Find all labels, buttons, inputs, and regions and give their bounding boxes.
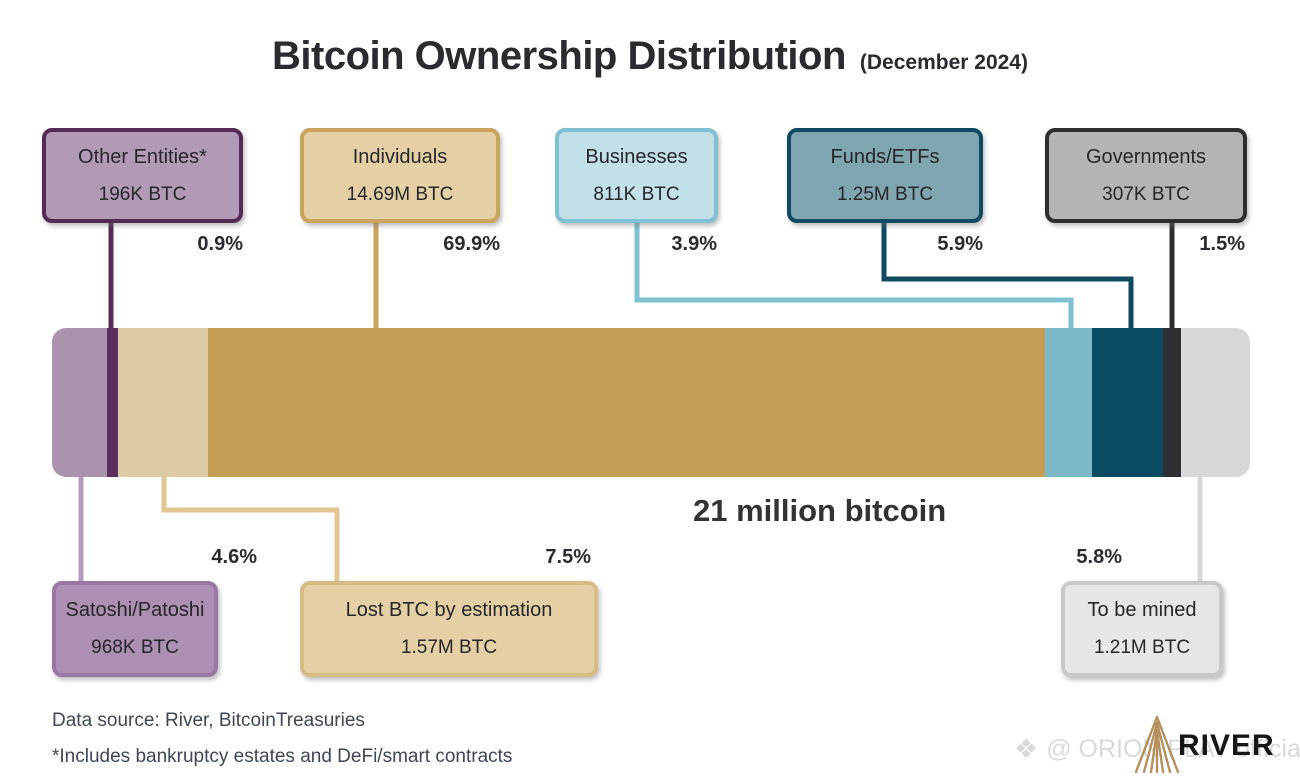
percent-individuals: 69.9%	[443, 233, 500, 255]
callout-to-be-mined: To be mined 1.21M BTC	[1061, 581, 1223, 677]
ownership-stacked-bar	[52, 328, 1250, 477]
chart-title: Bitcoin Ownership Distribution	[272, 34, 846, 78]
river-peak-icon	[1128, 714, 1186, 774]
callout-satoshi-patoshi-amount: 968K BTC	[91, 637, 179, 658]
bar-segment-to-be-mined	[1180, 328, 1250, 477]
chart-title-row: Bitcoin Ownership Distribution (December …	[0, 34, 1300, 79]
callout-funds-etfs: Funds/ETFs 1.25M BTC	[787, 128, 983, 223]
callout-lost-btc-amount: 1.57M BTC	[400, 637, 498, 658]
bar-segment-lost-btc-by-estimation	[117, 328, 208, 477]
footer-notes: Data source: River, BitcoinTreasuries *I…	[52, 703, 512, 775]
callout-satoshi-patoshi: Satoshi/Patoshi 968K BTC	[52, 581, 218, 677]
callout-individuals: Individuals 14.69M BTC	[300, 128, 500, 223]
callout-other-entities-amount: 196K BTC	[98, 183, 187, 205]
connector-funds-etfs	[881, 220, 1134, 340]
callout-businesses-name: Businesses	[585, 145, 688, 168]
callout-governments: Governments 307K BTC	[1045, 128, 1247, 223]
callout-lost-btc-name: Lost BTC by estimation	[345, 599, 553, 621]
data-source-note: Data source: River, BitcoinTreasuries	[52, 710, 365, 731]
total-supply-label: 21 million bitcoin	[693, 493, 947, 528]
callout-governments-name: Governments	[1085, 145, 1207, 168]
callout-individuals-name: Individuals	[352, 145, 448, 168]
callout-funds-etfs-amount: 1.25M BTC	[836, 183, 934, 205]
callout-funds-etfs-name: Funds/ETFs	[830, 145, 940, 168]
percent-satoshi-patoshi: 4.6%	[211, 546, 257, 568]
percent-other-entities: 0.9%	[197, 233, 243, 255]
percent-funds-etfs: 5.9%	[937, 233, 983, 255]
asterisk-note: *Includes bankruptcy estates and DeFi/sm…	[52, 746, 513, 767]
percent-businesses: 3.9%	[671, 233, 717, 255]
percent-governments: 1.5%	[1199, 233, 1245, 255]
bar-segment-other-entities	[107, 328, 118, 477]
callout-other-entities: Other Entities* 196K BTC	[42, 128, 243, 223]
bar-segment-satoshi-patoshi	[52, 328, 108, 477]
callout-to-be-mined-amount: 1.21M BTC	[1093, 637, 1191, 658]
river-brand-wordmark: RIVER	[1178, 729, 1275, 762]
percent-lost-btc: 7.5%	[545, 546, 591, 568]
callout-businesses-amount: 811K BTC	[593, 183, 680, 205]
callout-lost-btc: Lost BTC by estimation 1.57M BTC	[300, 581, 598, 677]
callout-businesses: Businesses 811K BTC	[555, 128, 718, 223]
bar-segment-businesses	[1045, 328, 1092, 477]
callout-other-entities-name: Other Entities*	[78, 145, 207, 168]
callout-satoshi-patoshi-name: Satoshi/Patoshi	[65, 599, 205, 621]
bar-segment-individuals	[207, 328, 1046, 477]
bar-segment-governments	[1162, 328, 1181, 477]
percent-to-be-mined: 5.8%	[1076, 546, 1122, 568]
callout-individuals-amount: 14.69M BTC	[346, 183, 454, 205]
diamond-watermark-icon: ❖	[1014, 734, 1039, 764]
callout-to-be-mined-name: To be mined	[1087, 599, 1197, 621]
bar-segment-funds-etfs	[1091, 328, 1163, 477]
chart-subtitle: (December 2024)	[859, 51, 1028, 74]
callout-governments-amount: 307K BTC	[1102, 183, 1190, 205]
